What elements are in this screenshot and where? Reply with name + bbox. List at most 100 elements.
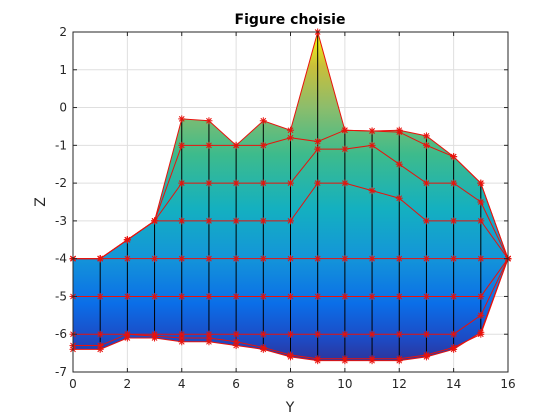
data-point <box>151 292 159 300</box>
marker-stroke <box>97 293 104 300</box>
marker-stroke <box>151 335 158 341</box>
marker-stroke <box>369 357 375 364</box>
x-tick-label: 14 <box>446 377 461 391</box>
data-point <box>477 311 485 319</box>
data-point <box>368 187 376 195</box>
data-point <box>368 141 376 149</box>
data-point <box>151 255 159 263</box>
data-point <box>314 179 322 187</box>
data-point <box>395 357 403 365</box>
marker-stroke <box>342 127 348 134</box>
data-point <box>314 292 322 300</box>
marker-stroke <box>369 142 375 149</box>
marker-stroke <box>450 153 457 160</box>
data-point <box>395 330 403 338</box>
marker-stroke <box>178 255 185 262</box>
marker-stroke <box>423 293 430 300</box>
marker-stroke <box>260 117 267 124</box>
data-point <box>259 179 267 187</box>
data-point <box>232 217 240 225</box>
marker-stroke <box>178 293 185 300</box>
marker-stroke <box>287 218 294 224</box>
marker-stroke <box>477 180 484 186</box>
data-point <box>205 255 213 263</box>
data-point <box>232 179 240 187</box>
marker-stroke <box>477 293 484 300</box>
data-point <box>232 342 240 350</box>
marker-stroke <box>450 180 457 186</box>
data-point <box>314 330 322 338</box>
marker-stroke <box>233 142 239 149</box>
marker-stroke <box>423 218 430 224</box>
data-point <box>368 330 376 338</box>
marker-stroke <box>178 218 185 224</box>
marker-stroke <box>97 331 104 338</box>
data-point <box>422 292 430 300</box>
y-tick-label: -2 <box>55 176 67 190</box>
chart-title: Figure choisie <box>235 12 346 28</box>
y-tick-label: -7 <box>55 365 67 379</box>
marker-stroke <box>260 293 267 300</box>
data-point <box>450 292 458 300</box>
data-point <box>178 255 186 263</box>
x-tick-label: 0 <box>69 377 77 391</box>
data-point <box>341 145 349 153</box>
data-point <box>422 217 430 225</box>
data-point <box>314 255 322 263</box>
data-point <box>341 179 349 187</box>
data-point <box>205 141 213 149</box>
marker-stroke <box>396 293 403 300</box>
marker-stroke <box>450 346 457 353</box>
marker-stroke <box>233 293 239 300</box>
marker-stroke <box>124 293 131 300</box>
data-point <box>96 255 104 263</box>
data-point <box>422 330 430 338</box>
x-tick-label: 6 <box>232 377 240 391</box>
data-point <box>287 126 294 134</box>
data-point <box>422 255 430 263</box>
x-axis-label: Y <box>285 400 295 416</box>
data-point <box>96 330 104 338</box>
data-point <box>395 292 403 300</box>
data-point <box>341 357 349 365</box>
marker-stroke <box>477 329 484 336</box>
marker-stroke <box>369 128 375 134</box>
marker-stroke <box>287 134 294 141</box>
marker-stroke <box>206 218 212 224</box>
data-point <box>259 292 267 300</box>
data-point <box>123 334 131 342</box>
marker-stroke <box>178 180 185 186</box>
y-tick-label: -1 <box>55 138 67 152</box>
data-point <box>259 117 267 125</box>
marker-stroke <box>342 255 348 262</box>
data-point <box>477 217 485 225</box>
data-point <box>287 292 294 300</box>
marker-stroke <box>314 331 321 338</box>
marker-stroke <box>423 180 430 186</box>
y-tick-label: -3 <box>55 214 67 228</box>
x-tick-label: 2 <box>124 377 132 391</box>
data-point <box>395 194 403 202</box>
marker-stroke <box>260 331 267 338</box>
marker-stroke <box>369 293 375 300</box>
marker-stroke <box>287 127 294 134</box>
marker-stroke <box>450 218 457 224</box>
marker-stroke <box>369 331 375 338</box>
marker-stroke <box>287 331 294 338</box>
data-point <box>450 179 458 187</box>
data-point <box>477 179 485 187</box>
y-tick-label: 0 <box>59 101 67 115</box>
marker-stroke <box>450 255 457 262</box>
x-tick-label: 10 <box>337 377 352 391</box>
data-point <box>368 292 376 300</box>
marker-stroke <box>369 187 375 194</box>
marker-stroke <box>124 255 131 262</box>
data-point <box>450 255 458 263</box>
data-point <box>422 132 430 140</box>
marker-stroke <box>97 346 104 353</box>
data-point <box>123 236 131 244</box>
marker-stroke <box>97 255 104 262</box>
marker-stroke <box>396 195 403 202</box>
